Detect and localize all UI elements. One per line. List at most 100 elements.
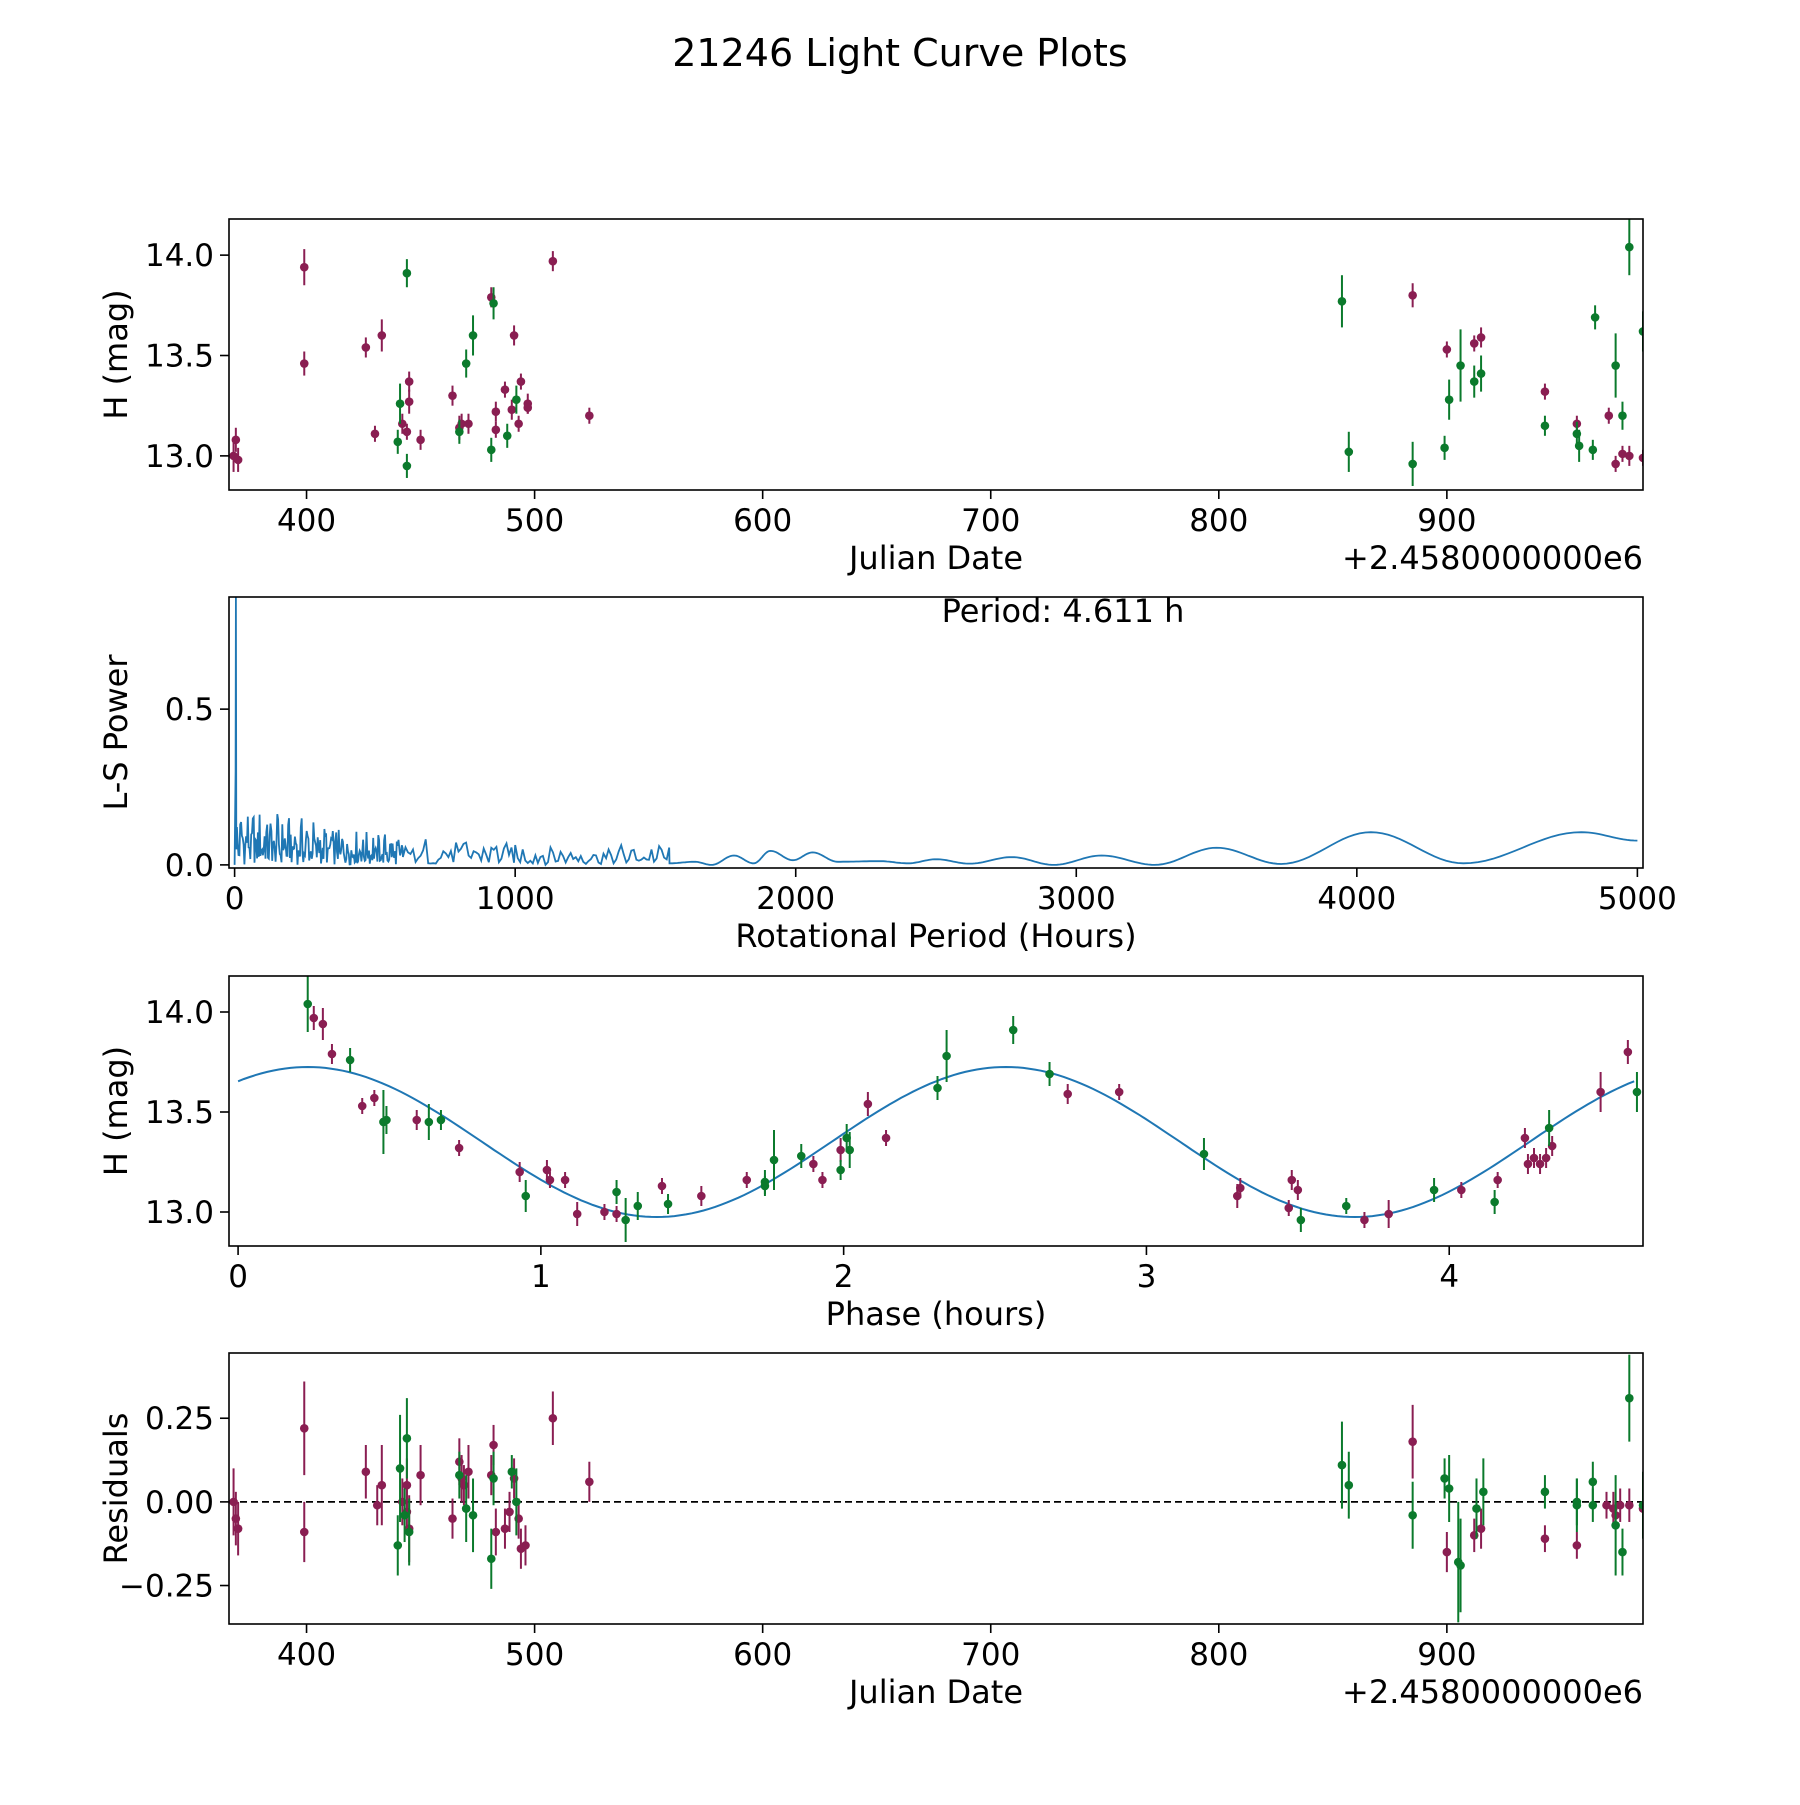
data-point bbox=[1360, 1215, 1369, 1225]
data-layer bbox=[237, 976, 1642, 1242]
x-axis-label: Julian Date bbox=[847, 1673, 1023, 1711]
data-point bbox=[1045, 1069, 1054, 1079]
data-point bbox=[1623, 1047, 1633, 1057]
data-point bbox=[1544, 1123, 1554, 1133]
data-point bbox=[502, 431, 512, 441]
data-point bbox=[402, 268, 412, 278]
data-point bbox=[489, 1440, 498, 1450]
data-point bbox=[1408, 1437, 1417, 1446]
data-point bbox=[1625, 242, 1634, 252]
data-point bbox=[1493, 1175, 1502, 1185]
data-point bbox=[512, 1497, 521, 1507]
data-point bbox=[233, 1524, 243, 1533]
data-point bbox=[370, 1093, 379, 1103]
x-tick-label: 3 bbox=[1137, 1259, 1157, 1295]
data-point bbox=[1008, 1025, 1018, 1035]
data-point bbox=[663, 1199, 673, 1209]
data-point bbox=[464, 419, 473, 429]
period-annotation: Period: 4.611 h bbox=[942, 592, 1185, 630]
data-point bbox=[402, 427, 412, 437]
data-point bbox=[395, 1464, 405, 1473]
y-tick-label: 0.25 bbox=[145, 1401, 214, 1437]
x-tick-label: 900 bbox=[1417, 1637, 1476, 1673]
data-point bbox=[1114, 1087, 1124, 1097]
data-point bbox=[395, 399, 405, 408]
data-point bbox=[486, 445, 496, 455]
data-point bbox=[1456, 1561, 1465, 1570]
data-point bbox=[585, 1477, 594, 1487]
data-point bbox=[1408, 1510, 1417, 1520]
data-point bbox=[448, 391, 457, 400]
x-tick-label: 1 bbox=[531, 1259, 551, 1295]
data-point bbox=[1540, 1534, 1550, 1543]
data-point bbox=[489, 299, 498, 308]
data-point bbox=[1540, 1487, 1550, 1497]
data-point bbox=[468, 331, 478, 340]
data-point bbox=[1625, 1393, 1634, 1403]
data-point bbox=[393, 1541, 403, 1550]
x-tick-label: 600 bbox=[733, 1637, 792, 1673]
data-point bbox=[402, 461, 412, 471]
figure-title: 21246 Light Curve Plots bbox=[672, 31, 1127, 75]
data-point bbox=[464, 1467, 473, 1477]
data-point bbox=[318, 1019, 328, 1029]
y-tick-label: 13.0 bbox=[145, 439, 214, 475]
data-point bbox=[1590, 313, 1600, 322]
data-point bbox=[491, 407, 501, 417]
data-point bbox=[357, 1101, 367, 1111]
x-offset-label: +2.4580000000e6 bbox=[1342, 1673, 1643, 1711]
data-point bbox=[231, 435, 241, 445]
data-point bbox=[1384, 1209, 1393, 1219]
data-point bbox=[1611, 459, 1620, 469]
data-point bbox=[1457, 1185, 1466, 1195]
y-tick-label: 14.0 bbox=[145, 995, 214, 1031]
data-point bbox=[303, 999, 313, 1009]
data-point bbox=[1632, 1087, 1642, 1097]
data-point bbox=[299, 359, 309, 368]
data-point bbox=[809, 1159, 818, 1169]
data-point bbox=[400, 1510, 409, 1520]
data-point bbox=[1344, 447, 1354, 457]
data-point bbox=[1479, 1487, 1488, 1497]
data-point bbox=[1287, 1175, 1297, 1185]
data-point bbox=[515, 1167, 524, 1177]
data-point bbox=[404, 397, 414, 406]
data-point bbox=[507, 405, 517, 415]
series-maroon bbox=[309, 1006, 1633, 1228]
y-tick-label: 13.0 bbox=[145, 1195, 214, 1231]
data-point bbox=[1469, 377, 1479, 386]
data-layer bbox=[229, 1354, 1643, 1623]
series-green bbox=[393, 1354, 1643, 1623]
data-point bbox=[881, 1133, 891, 1143]
data-point bbox=[1535, 1159, 1545, 1169]
y-tick-label: 0.5 bbox=[165, 692, 214, 728]
x-tick-label: 400 bbox=[277, 503, 336, 539]
x-tick-label: 500 bbox=[505, 1637, 564, 1673]
y-tick-label: 13.5 bbox=[145, 1095, 214, 1131]
data-point bbox=[416, 435, 425, 445]
y-axis-label: L-S Power bbox=[97, 654, 135, 811]
data-point bbox=[448, 1514, 457, 1523]
x-tick-label: 500 bbox=[505, 503, 564, 539]
x-axis-label: Phase (hours) bbox=[826, 1295, 1047, 1333]
plot-frame bbox=[228, 596, 1644, 869]
y-tick-label: 0.0 bbox=[165, 848, 214, 884]
data-layer bbox=[233, 597, 1638, 867]
data-point bbox=[1602, 1500, 1611, 1510]
series-green bbox=[393, 219, 1643, 486]
model-fit-curve bbox=[237, 1065, 1635, 1219]
data-point bbox=[377, 1480, 387, 1490]
data-point bbox=[818, 1175, 827, 1185]
data-point bbox=[697, 1191, 706, 1201]
data-point bbox=[402, 1480, 412, 1490]
data-point bbox=[1337, 297, 1347, 306]
data-point bbox=[523, 403, 533, 412]
subplot-lightcurve: 400 500 600 700 800 900 13.0 13.5 14.0 Julian Dat… bbox=[97, 218, 1644, 577]
data-point bbox=[842, 1133, 851, 1143]
data-point bbox=[1611, 1521, 1620, 1530]
data-point bbox=[468, 1510, 478, 1520]
data-point bbox=[612, 1187, 621, 1197]
data-point bbox=[1444, 1484, 1454, 1493]
data-point bbox=[1442, 345, 1452, 354]
